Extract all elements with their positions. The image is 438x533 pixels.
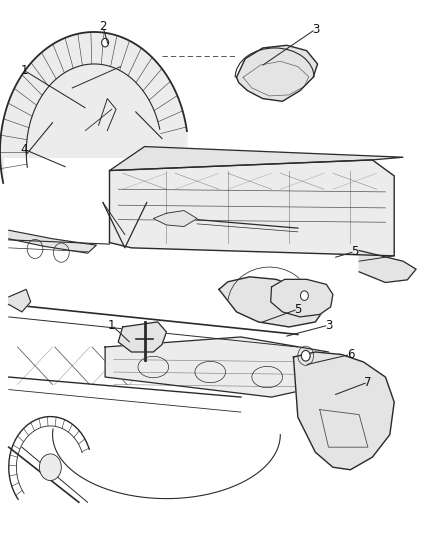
Text: 7: 7 [364,376,372,389]
Polygon shape [110,160,394,256]
Polygon shape [359,251,416,282]
Polygon shape [153,211,197,227]
Text: 5: 5 [351,245,358,258]
Text: 5: 5 [294,303,301,316]
Polygon shape [118,322,166,352]
Polygon shape [219,277,324,327]
Polygon shape [0,32,187,183]
Circle shape [300,291,308,301]
Circle shape [39,454,61,481]
Polygon shape [9,289,31,312]
Polygon shape [105,337,328,397]
Polygon shape [9,230,96,253]
Text: 3: 3 [325,319,332,332]
Circle shape [301,350,310,361]
Polygon shape [271,279,333,317]
Text: 1: 1 [108,319,116,332]
Text: 2: 2 [99,20,107,33]
Text: 6: 6 [346,348,354,361]
Text: 4: 4 [20,143,28,156]
Polygon shape [110,147,403,171]
Text: 1: 1 [20,64,28,77]
Polygon shape [237,45,318,101]
Circle shape [102,38,109,47]
Text: 3: 3 [312,23,319,36]
Polygon shape [293,352,394,470]
